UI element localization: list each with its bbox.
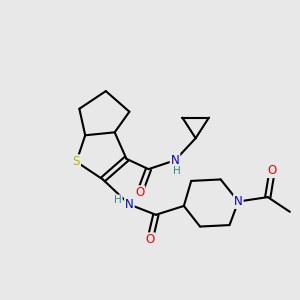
Text: N: N (234, 195, 243, 208)
Text: O: O (135, 186, 144, 199)
Text: S: S (73, 155, 80, 168)
Text: O: O (146, 233, 154, 246)
Text: N: N (125, 198, 134, 211)
Text: N: N (171, 154, 179, 167)
Text: H: H (114, 195, 122, 205)
Text: O: O (268, 164, 277, 177)
Text: H: H (172, 167, 180, 176)
